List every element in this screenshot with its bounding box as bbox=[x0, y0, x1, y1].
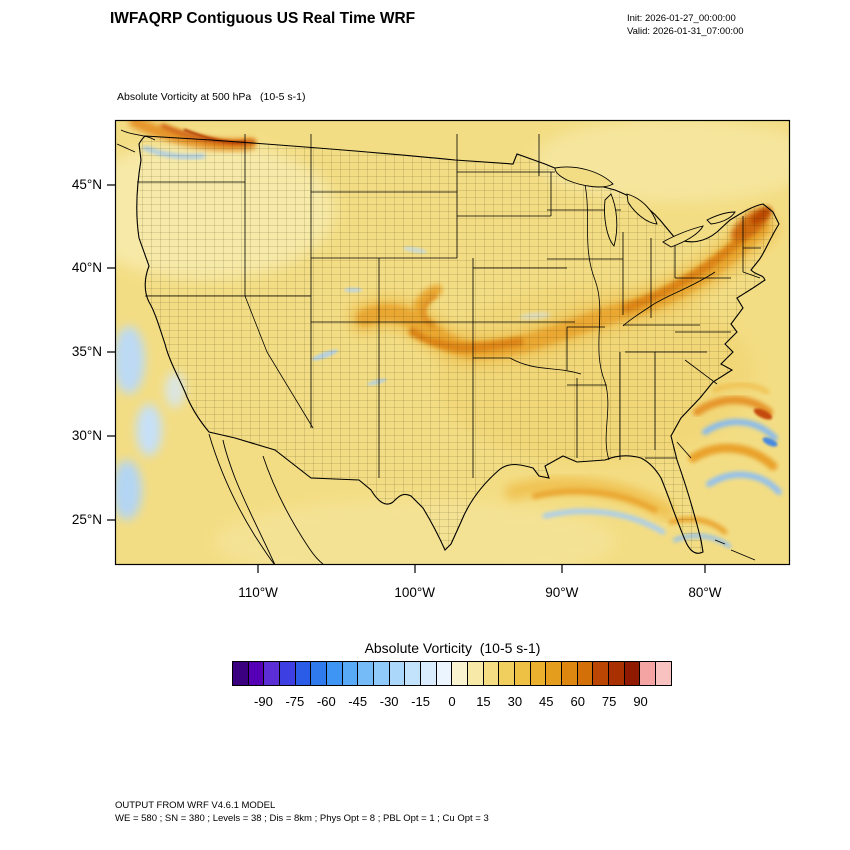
colorbar-segment bbox=[374, 662, 390, 685]
colorbar-tick-label: 30 bbox=[507, 694, 523, 709]
footer-notes: OUTPUT FROM WRF V4.6.1 MODEL WE = 580 ; … bbox=[115, 800, 489, 825]
model-version-note: OUTPUT FROM WRF V4.6.1 MODEL bbox=[115, 800, 276, 811]
great-lakes bbox=[554, 166, 736, 248]
colorbar-segment bbox=[436, 662, 453, 685]
colorbar-segment bbox=[640, 662, 657, 685]
colorbar-segment bbox=[342, 662, 359, 685]
colorbar-segment bbox=[656, 662, 671, 685]
colorbar-tick-label: -30 bbox=[379, 694, 399, 709]
colorbar-tick-label: 60 bbox=[570, 694, 585, 709]
colorbar-tick-label: -60 bbox=[316, 694, 336, 709]
lon-tick-label: 100°W bbox=[394, 585, 436, 600]
colorbar-segment bbox=[593, 662, 610, 685]
lon-tick-label: 110°W bbox=[238, 585, 278, 600]
colorbar-segment bbox=[264, 662, 281, 685]
lon-tick-label: 90°W bbox=[545, 585, 579, 600]
colorbar-segment bbox=[405, 662, 422, 685]
field-title: Absolute Vorticity at 500 hPa (10-5 s-1) bbox=[117, 91, 306, 103]
colorbar bbox=[232, 661, 672, 686]
valid-time: Valid: 2026-01-31_07:00:00 bbox=[627, 26, 744, 37]
colorbar-segment bbox=[248, 662, 265, 685]
us-outline bbox=[136, 135, 780, 554]
colorbar-segment bbox=[468, 662, 484, 685]
lat-tick-label: 30°N bbox=[71, 427, 102, 443]
colorbar-segment bbox=[280, 662, 296, 685]
colorbar-segment bbox=[499, 662, 516, 685]
colorbar-segment bbox=[311, 662, 328, 685]
lon-tick-label: 80°W bbox=[688, 585, 722, 600]
colorbar-tick-label: 15 bbox=[476, 694, 491, 709]
colorbar-segment bbox=[421, 662, 437, 685]
colorbar-tick-label: -75 bbox=[285, 694, 305, 709]
colorbar-tick-label: 90 bbox=[633, 694, 648, 709]
colorbar-segment bbox=[577, 662, 594, 685]
colorbar-segment bbox=[327, 662, 343, 685]
colorbar-segment bbox=[624, 662, 641, 685]
colorbar-tick-label: -45 bbox=[348, 694, 368, 709]
colorbar-tick-label: 75 bbox=[601, 694, 617, 709]
map-frame bbox=[114, 119, 791, 566]
model-config-note: WE = 580 ; SN = 380 ; Levels = 38 ; Dis … bbox=[115, 812, 489, 824]
colorbar-segment bbox=[358, 662, 375, 685]
colorbar-segment bbox=[562, 662, 578, 685]
map-area bbox=[107, 119, 791, 573]
colorbar-segment bbox=[483, 662, 500, 685]
timestamps: Init: 2026-01-27_00:00:00 Valid: 2026-01… bbox=[627, 12, 744, 38]
lon-axis-ticks bbox=[257, 565, 706, 573]
colorbar-tick-label: 45 bbox=[539, 694, 554, 709]
map-layers bbox=[115, 120, 790, 565]
page-title: IWFAQRP Contiguous US Real Time WRF bbox=[110, 10, 416, 27]
lat-tick-label: 45°N bbox=[71, 176, 102, 192]
colorbar-segment bbox=[389, 662, 406, 685]
colorbar-segment bbox=[546, 662, 563, 685]
colorbar-title: Absolute Vorticity (10-5 s-1) bbox=[364, 640, 541, 656]
colorbar-segment bbox=[515, 662, 531, 685]
lat-axis-ticks bbox=[107, 184, 115, 521]
colorbar-tick-label: -15 bbox=[411, 694, 430, 709]
init-time: Init: 2026-01-27_00:00:00 bbox=[627, 13, 736, 24]
map-svg bbox=[107, 119, 791, 573]
colorbar-segment bbox=[295, 662, 312, 685]
colorbar-segment bbox=[233, 662, 249, 685]
lat-tick-label: 40°N bbox=[71, 260, 102, 276]
colorbar-segment bbox=[452, 662, 469, 685]
colorbar-tick-label: 0 bbox=[448, 694, 456, 709]
colorbar-segment bbox=[530, 662, 547, 685]
lat-tick-label: 25°N bbox=[71, 512, 102, 528]
lat-tick-label: 35°N bbox=[71, 343, 102, 359]
colorbar-segment bbox=[609, 662, 625, 685]
state-borders bbox=[137, 134, 761, 478]
colorbar-tick-label: -90 bbox=[254, 694, 273, 709]
